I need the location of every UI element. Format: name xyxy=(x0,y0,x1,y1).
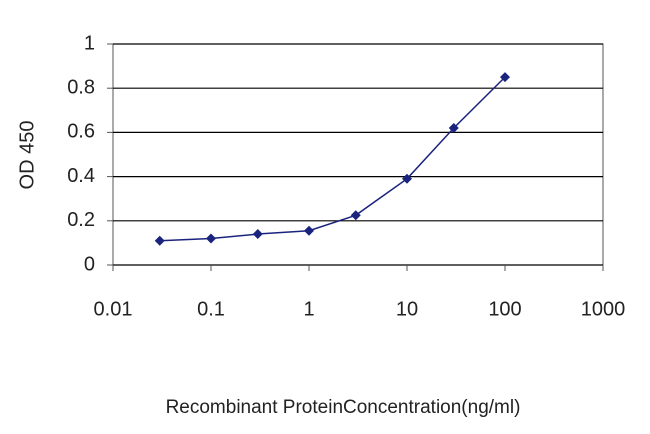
x-tick-label: 0.01 xyxy=(94,298,133,320)
x-tick-label: 0.1 xyxy=(197,298,225,320)
data-point xyxy=(402,173,412,184)
x-axis-label: Recombinant ProteinConcentration(ng/ml) xyxy=(166,397,521,418)
y-tick-label: 0 xyxy=(84,253,95,275)
data-point xyxy=(500,72,510,83)
y-tick-label: 0.2 xyxy=(67,209,95,231)
data-point xyxy=(154,235,165,246)
data-point xyxy=(206,233,216,244)
y-tick-label: 0.8 xyxy=(67,76,95,98)
data-point xyxy=(252,229,263,240)
y-tick-label: 0.6 xyxy=(67,121,95,143)
data-point xyxy=(350,210,361,221)
plot-frame xyxy=(112,43,604,266)
data-point xyxy=(448,122,459,133)
x-tick-label: 1000 xyxy=(581,298,626,320)
x-tick-label: 1 xyxy=(303,298,314,320)
y-tick-label: 0.4 xyxy=(67,165,95,187)
y-axis-label: OD 450 xyxy=(16,121,38,190)
y-tick-label: 1 xyxy=(84,32,95,54)
x-tick-label: 100 xyxy=(488,298,521,320)
series-line xyxy=(159,76,506,242)
x-tick-label: 10 xyxy=(396,298,418,320)
data-point xyxy=(304,225,314,236)
